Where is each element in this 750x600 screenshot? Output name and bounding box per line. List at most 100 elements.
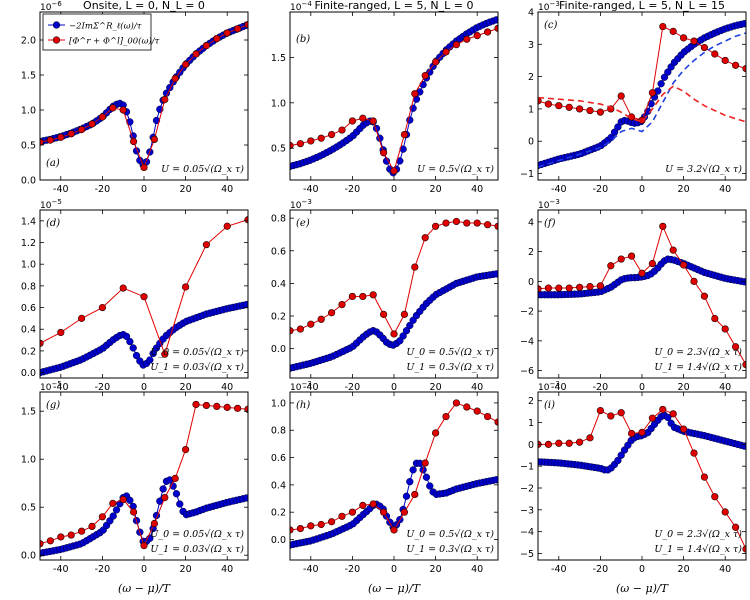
ytick-f-1: −4 bbox=[520, 336, 534, 347]
point-b-s1-20 bbox=[494, 24, 498, 32]
xtick-f-2: 0 bbox=[639, 382, 645, 393]
ytick-i-6: 1 bbox=[528, 418, 534, 429]
xtick-g-2: 0 bbox=[141, 564, 147, 575]
point-g-s1-15 bbox=[192, 400, 200, 409]
point-f-s1-14 bbox=[679, 261, 688, 269]
point-g-s0-23 bbox=[112, 506, 121, 514]
point-h-s1-19 bbox=[484, 412, 492, 421]
ytick-f-0: −6 bbox=[520, 366, 534, 377]
point-c-s1-6 bbox=[596, 108, 605, 116]
point-f-s1-7 bbox=[607, 262, 615, 270]
point-h-s1-6 bbox=[348, 508, 357, 516]
point-h-s1-2 bbox=[307, 522, 315, 530]
point-g-s1-11 bbox=[150, 519, 158, 528]
xtick-a-3: 20 bbox=[180, 184, 192, 195]
point-d-s1-5 bbox=[140, 293, 148, 301]
point-h-s1-20 bbox=[494, 418, 498, 426]
point-c-s1-1 bbox=[544, 100, 553, 108]
point-c-s1-8 bbox=[617, 92, 625, 100]
point-c-s1-17 bbox=[711, 50, 719, 58]
point-c-s0-38 bbox=[660, 73, 669, 81]
ytick-i-2: −3 bbox=[520, 505, 534, 516]
point-e-s1-15 bbox=[442, 219, 450, 227]
point-b-s1-3 bbox=[317, 134, 325, 142]
xtick-d-0: -40 bbox=[53, 382, 69, 393]
panel-label-b: (b) bbox=[296, 34, 310, 45]
point-c-s1-2 bbox=[555, 102, 563, 110]
point-d-s1-3 bbox=[98, 303, 106, 312]
xtick-g-0: -40 bbox=[53, 564, 69, 575]
point-b-s1-14 bbox=[432, 58, 440, 66]
xtick-d-2: 0 bbox=[141, 382, 147, 393]
point-f-s1-9 bbox=[627, 252, 636, 260]
point-h-s1-10 bbox=[390, 526, 398, 534]
point-f-s1-19 bbox=[731, 343, 740, 351]
ytick-d-6: 1.2 bbox=[21, 238, 36, 249]
legend: −2ImΣ^R_ℓ(ω)/τ [Φ^r + Φ^l]_00(ω)/τ bbox=[42, 13, 160, 51]
point-g-s1-10 bbox=[140, 541, 148, 550]
point-c-s1-4 bbox=[575, 105, 584, 113]
ytick-d-1: 0.2 bbox=[21, 346, 36, 357]
point-c-s1-11 bbox=[648, 89, 657, 97]
point-b-s1-15 bbox=[442, 48, 450, 56]
ytick-c-1: 0 bbox=[528, 137, 534, 148]
point-f-s1-8 bbox=[617, 255, 625, 263]
ytick-i-4: −1 bbox=[520, 462, 534, 473]
point-i-s1-2 bbox=[555, 439, 563, 447]
ytick-f-4: 2 bbox=[528, 247, 534, 258]
point-b-s0-62 bbox=[492, 16, 498, 24]
xtick-f-1: -20 bbox=[593, 382, 609, 393]
ytick-e-3: 0.6 bbox=[271, 246, 286, 257]
ytick-f-3: 0 bbox=[528, 277, 534, 288]
point-d-s0-34 bbox=[149, 349, 157, 358]
point-f-s1-5 bbox=[586, 282, 594, 291]
point-d-s0-27 bbox=[126, 337, 134, 346]
point-g-s1-14 bbox=[182, 446, 190, 454]
point-h-s1-4 bbox=[328, 518, 336, 526]
point-g-s0-22 bbox=[109, 512, 117, 520]
point-h-s1-14 bbox=[432, 429, 440, 437]
point-c-s1-5 bbox=[586, 106, 594, 115]
point-i-s0-62 bbox=[740, 442, 746, 450]
point-b-s1-9 bbox=[380, 149, 388, 157]
annotation-d-1: U_1 = 0.03√(Ω_x τ) bbox=[150, 362, 244, 373]
ytick-d-5: 1.0 bbox=[21, 260, 36, 271]
point-h-s1-3 bbox=[317, 520, 325, 529]
ytick-b-0: 0.5 bbox=[271, 144, 286, 155]
point-b-s1-4 bbox=[328, 130, 336, 139]
point-a-s1-19 bbox=[234, 25, 242, 33]
point-a-s1-11 bbox=[150, 135, 158, 143]
xtick-g-3: 20 bbox=[180, 564, 192, 575]
panel-label-f: (f) bbox=[544, 218, 556, 229]
point-c-s0-62 bbox=[740, 20, 746, 28]
point-b-s1-17 bbox=[463, 35, 471, 43]
xtick-e-3: 20 bbox=[430, 382, 442, 393]
xtick-a-2: 0 bbox=[141, 184, 147, 195]
legend-entry-1: [Φ^r + Φ^l]_00(ω)/τ bbox=[69, 36, 160, 47]
point-i-s1-5 bbox=[586, 434, 594, 442]
point-i-s1-19 bbox=[731, 523, 740, 531]
xtick-c-1: -20 bbox=[593, 184, 609, 195]
point-f-s0-62 bbox=[740, 278, 746, 286]
point-b-s0-40 bbox=[419, 80, 427, 89]
ytick-a-3: 1.5 bbox=[21, 71, 36, 82]
point-a-s1-7 bbox=[109, 104, 117, 112]
point-e-s1-11 bbox=[400, 310, 409, 318]
point-f-s1-3 bbox=[565, 284, 573, 292]
series-line-b-1 bbox=[290, 27, 498, 173]
point-f-s1-15 bbox=[690, 277, 698, 285]
point-h-s0-37 bbox=[409, 466, 417, 474]
point-g-s1-16 bbox=[202, 401, 210, 410]
point-a-s1-12 bbox=[161, 95, 169, 104]
point-c-s1-3 bbox=[565, 103, 573, 111]
point-a-s1-9 bbox=[130, 137, 138, 146]
ytick-i-3: −2 bbox=[520, 484, 534, 495]
point-a-s1-18 bbox=[223, 29, 231, 37]
point-h-s1-18 bbox=[473, 407, 481, 415]
xtick-b-2: 0 bbox=[391, 184, 397, 195]
point-g-s1-2 bbox=[57, 533, 65, 541]
ytick-c-3: 2 bbox=[528, 72, 534, 83]
plot-area-f bbox=[538, 222, 746, 369]
legend-marker-1 bbox=[52, 36, 61, 44]
